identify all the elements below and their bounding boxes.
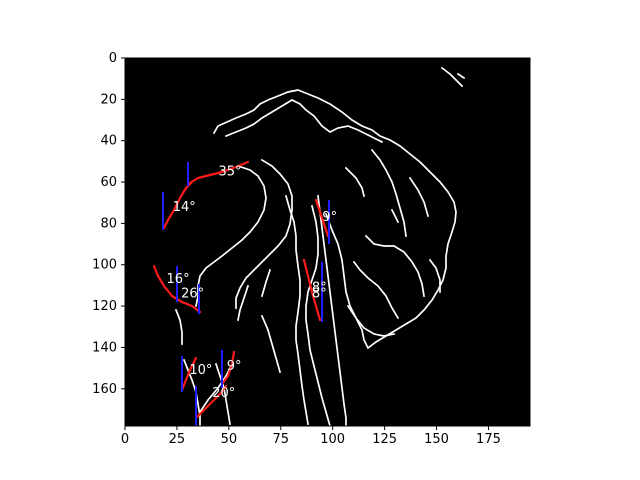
fit-curve-20: [194, 384, 228, 420]
angle-labels: 35° 14° 9° 16°26° 8°8° 10° 9° 20°: [167, 165, 338, 401]
angle-label: 35°: [218, 165, 241, 180]
edge-line: [214, 362, 231, 425]
fit-curve-9-lower: [220, 350, 236, 386]
y-axis: 0 20 40 60 80 100 120 140 160: [92, 51, 125, 397]
plot-frame: [124, 57, 531, 427]
image-area: [125, 58, 530, 426]
edge-line: [390, 208, 400, 224]
edge-line: [456, 72, 466, 80]
edge-line: [194, 164, 267, 308]
edge-line: [236, 284, 250, 322]
edge-line: [224, 99, 384, 144]
angle-label: 16°: [167, 272, 190, 287]
fit-curve-14: [162, 180, 194, 230]
x-axis: 0 25 50 75 100 125 150 175: [121, 426, 501, 447]
edge-line: [305, 204, 332, 428]
angle-label: 8°: [312, 280, 327, 295]
y-tick-label: 40: [100, 134, 117, 149]
edge-line: [408, 176, 430, 218]
edge-line: [260, 268, 272, 298]
y-tick-label: 20: [100, 92, 117, 107]
edge-line: [364, 234, 425, 297]
angle-label: 14°: [173, 200, 196, 215]
x-tick-label: 100: [320, 432, 345, 447]
edge-line: [344, 166, 366, 198]
fit-curve-16: [152, 264, 174, 298]
y-tick-label: 0: [109, 51, 117, 66]
x-tick-label: 175: [476, 432, 501, 447]
angle-label: 9°: [227, 359, 242, 374]
edge-line: [440, 66, 464, 88]
x-tick-label: 25: [169, 432, 186, 447]
y-tick-label: 140: [92, 340, 117, 355]
y-tick-label: 120: [92, 299, 117, 314]
angle-label: 20°: [212, 386, 235, 401]
y-tick-label: 60: [100, 175, 117, 190]
edge-line: [212, 89, 457, 350]
fit-curve-9-stem: [314, 198, 330, 238]
x-tick-label: 50: [221, 432, 238, 447]
vertical-references: [162, 162, 330, 426]
x-tick-label: 150: [424, 432, 449, 447]
edge-line: [428, 258, 441, 293]
edge-line: [260, 314, 282, 374]
edge-line: [235, 158, 293, 309]
angle-label: 8°: [312, 287, 327, 302]
fit-curve-8: [302, 258, 322, 322]
y-tick-label: 100: [92, 258, 117, 273]
angle-label: 9°: [322, 210, 337, 225]
y-tick-label: 160: [92, 382, 117, 397]
angle-label: 10°: [189, 363, 212, 378]
edge-line: [317, 195, 347, 427]
fit-curve-35: [188, 160, 250, 185]
edge-line: [174, 308, 183, 345]
x-tick-label: 0: [121, 432, 129, 447]
edge-line: [370, 148, 407, 237]
angle-label: 26°: [181, 287, 204, 302]
fit-curve-10: [180, 356, 198, 392]
edge-line: [324, 212, 396, 337]
y-tick-label: 80: [100, 216, 117, 231]
edge-line: [352, 260, 400, 320]
x-tick-label: 125: [372, 432, 397, 447]
edge-line: [284, 194, 309, 425]
x-tick-label: 75: [272, 432, 289, 447]
